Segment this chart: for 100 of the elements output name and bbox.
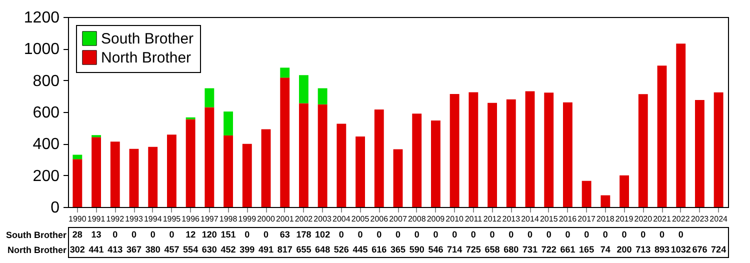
x-tick-label: 2002 (294, 214, 314, 224)
data-label: 0 (659, 230, 665, 240)
bar (242, 144, 252, 207)
bar (412, 114, 422, 207)
x-tick-label: 2006 (370, 214, 389, 224)
x-tick-label: 2000 (257, 214, 276, 224)
data-label: 526 (334, 244, 349, 254)
data-label: 713 (636, 244, 651, 254)
x-tick-label: 2018 (596, 214, 615, 224)
data-label: 731 (522, 244, 538, 254)
text: South Brother (6, 230, 66, 240)
legend-label: North Brother (101, 50, 192, 66)
data-label: 12 (186, 230, 196, 240)
data-label: 151 (220, 230, 236, 240)
x-tick-label: 2022 (672, 214, 690, 224)
data-label: 725 (466, 244, 481, 254)
data-label: 1032 (670, 244, 691, 254)
bar (318, 88, 328, 104)
data-label: 63 (280, 230, 290, 240)
data-label: 491 (258, 244, 274, 254)
x-tick-label: 2008 (408, 214, 426, 224)
bar (657, 66, 667, 207)
data-label: 13 (91, 230, 102, 240)
data-label: 0 (584, 230, 590, 240)
data-label: 102 (315, 230, 330, 240)
data-label: 380 (145, 244, 160, 254)
data-label: 630 (202, 244, 217, 254)
bar (714, 92, 724, 207)
x-tick-label: 2013 (502, 214, 521, 224)
data-label: 165 (579, 244, 594, 254)
bar (280, 78, 290, 207)
y-tick-label: 0 (50, 200, 60, 216)
bar (582, 180, 592, 207)
data-label: 0 (150, 230, 156, 240)
y-tick-label: 800 (32, 72, 60, 90)
x-tick-label: 2009 (426, 214, 446, 224)
x-tick-label: 2003 (314, 214, 332, 224)
x-tick-label: 1993 (125, 214, 144, 224)
data-label: 413 (108, 244, 123, 254)
data-label: 0 (358, 230, 363, 240)
x-tick-label: 2015 (540, 214, 558, 224)
data-label: 457 (164, 244, 180, 254)
data-label: 0 (678, 230, 684, 240)
data-label: 28 (72, 230, 82, 240)
x-tick-label: 2023 (690, 214, 710, 224)
data-label: 0 (490, 230, 495, 240)
data-label: 0 (414, 230, 420, 240)
data-label: 441 (88, 244, 104, 254)
bar (186, 119, 196, 207)
data-label: 0 (546, 230, 552, 240)
x-tick-label: 2010 (446, 214, 464, 224)
y-tick-label: 600 (32, 104, 60, 122)
data-label: 724 (711, 244, 726, 254)
x-tick-label: 2004 (332, 214, 351, 224)
data-label: 722 (541, 244, 556, 254)
bar (204, 88, 214, 108)
data-label: 680 (504, 244, 519, 254)
bar (92, 137, 101, 207)
data-label: 0 (433, 230, 438, 240)
x-tick-label: 1991 (87, 214, 106, 224)
bar (544, 92, 554, 207)
data-label: 0 (640, 230, 646, 240)
data-label: 0 (602, 230, 608, 240)
legend-label: South Brother (101, 30, 194, 48)
x-tick-label: 2012 (483, 214, 502, 224)
x-tick-label: 1999 (238, 214, 257, 224)
data-label: 893 (654, 244, 670, 254)
data-label: 546 (428, 244, 444, 254)
bar (506, 99, 516, 207)
data-label: 120 (202, 230, 217, 240)
data-label: 200 (616, 244, 632, 254)
bar (620, 175, 629, 207)
data-label: 302 (70, 244, 85, 254)
data-label: 616 (372, 244, 387, 254)
y-tick-label: 400 (32, 136, 60, 154)
bar (563, 102, 572, 207)
bar (638, 94, 648, 207)
bar (129, 148, 139, 207)
bar (204, 107, 214, 207)
bar (374, 109, 384, 207)
y-tick-label: 1000 (24, 41, 60, 58)
data-label: 0 (452, 230, 458, 240)
data-label: 0 (112, 230, 118, 240)
data-label: 452 (220, 244, 236, 254)
y-tick-label: 200 (32, 168, 60, 185)
bar (393, 149, 403, 207)
data-label: 0 (527, 230, 533, 240)
bar (224, 112, 233, 136)
data-label: 178 (296, 230, 312, 240)
bar (280, 68, 290, 78)
x-tick-label: 1998 (219, 214, 238, 224)
x-tick-label: 2011 (464, 214, 483, 224)
data-label: 0 (131, 230, 137, 240)
y-tick-label: 1200 (24, 10, 60, 26)
bar (299, 75, 308, 104)
data-label: 714 (447, 244, 462, 254)
x-tick-label: 2005 (351, 214, 370, 224)
data-label: 0 (169, 230, 174, 240)
text: North Brother (8, 245, 66, 255)
x-tick-label: 2024 (710, 214, 728, 224)
